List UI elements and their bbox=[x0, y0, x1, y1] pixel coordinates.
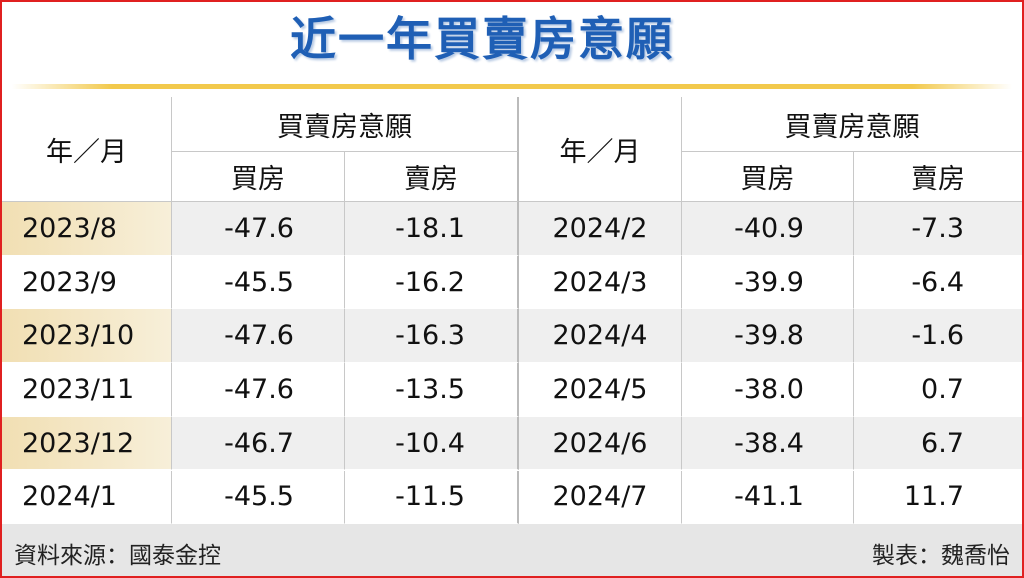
sell-cell: -7.3 bbox=[854, 202, 1022, 256]
period-cell: 2023/11 bbox=[2, 363, 172, 417]
sell-cell: 0.7 bbox=[854, 363, 1022, 417]
buy-cell: -47.6 bbox=[172, 202, 345, 256]
buy-cell: -41.1 bbox=[682, 470, 854, 525]
period-cell: 2024/5 bbox=[519, 363, 682, 417]
period-header: 年／月 bbox=[2, 97, 172, 202]
footer: 資料來源：國泰金控 製表：魏喬怡 bbox=[2, 524, 1022, 576]
sell-cell: -16.2 bbox=[345, 255, 519, 310]
period-cell: 2024/1 bbox=[2, 470, 172, 525]
period-cell: 2024/2 bbox=[519, 202, 682, 256]
group-header: 買賣房意願 bbox=[172, 97, 519, 152]
sell-cell: -13.5 bbox=[345, 363, 519, 417]
group-header: 買賣房意願 bbox=[682, 97, 1022, 152]
buy-cell: -47.6 bbox=[172, 309, 345, 364]
buy-cell: -39.9 bbox=[682, 255, 854, 310]
title: 近一年買賣房意願 bbox=[290, 12, 674, 66]
buy-cell: -47.6 bbox=[172, 363, 345, 417]
buy-cell: -45.5 bbox=[172, 470, 345, 525]
period-cell: 2023/8 bbox=[2, 202, 172, 256]
title-rule bbox=[12, 84, 1012, 89]
sell-cell: -11.5 bbox=[345, 470, 519, 525]
period-cell: 2023/12 bbox=[2, 416, 172, 471]
period-cell: 2024/3 bbox=[519, 255, 682, 310]
period-cell: 2024/6 bbox=[519, 416, 682, 471]
sell-cell: -10.4 bbox=[345, 416, 519, 471]
buy-cell: -38.4 bbox=[682, 416, 854, 471]
sell-cell: -18.1 bbox=[345, 202, 519, 256]
buy-cell: -40.9 bbox=[682, 202, 854, 256]
credit: 製表：魏喬怡 bbox=[872, 543, 1010, 569]
period-cell: 2024/7 bbox=[519, 470, 682, 525]
sell-cell: -6.4 bbox=[854, 255, 1022, 310]
buy-header: 買房 bbox=[172, 152, 345, 202]
period-header: 年／月 bbox=[519, 97, 682, 202]
sell-cell: -16.3 bbox=[345, 309, 519, 364]
buy-cell: -46.7 bbox=[172, 416, 345, 471]
sell-cell: 6.7 bbox=[854, 416, 1022, 471]
sell-cell: 11.7 bbox=[854, 470, 1022, 525]
period-cell: 2023/10 bbox=[2, 309, 172, 364]
period-cell: 2023/9 bbox=[2, 255, 172, 310]
buy-cell: -38.0 bbox=[682, 363, 854, 417]
sell-cell: -1.6 bbox=[854, 309, 1022, 364]
buy-cell: -45.5 bbox=[172, 255, 345, 310]
sell-header: 賣房 bbox=[854, 152, 1022, 202]
source: 資料來源：國泰金控 bbox=[14, 543, 221, 569]
buy-header: 買房 bbox=[682, 152, 854, 202]
period-cell: 2024/4 bbox=[519, 309, 682, 364]
sell-header: 賣房 bbox=[345, 152, 519, 202]
buy-cell: -39.8 bbox=[682, 309, 854, 364]
